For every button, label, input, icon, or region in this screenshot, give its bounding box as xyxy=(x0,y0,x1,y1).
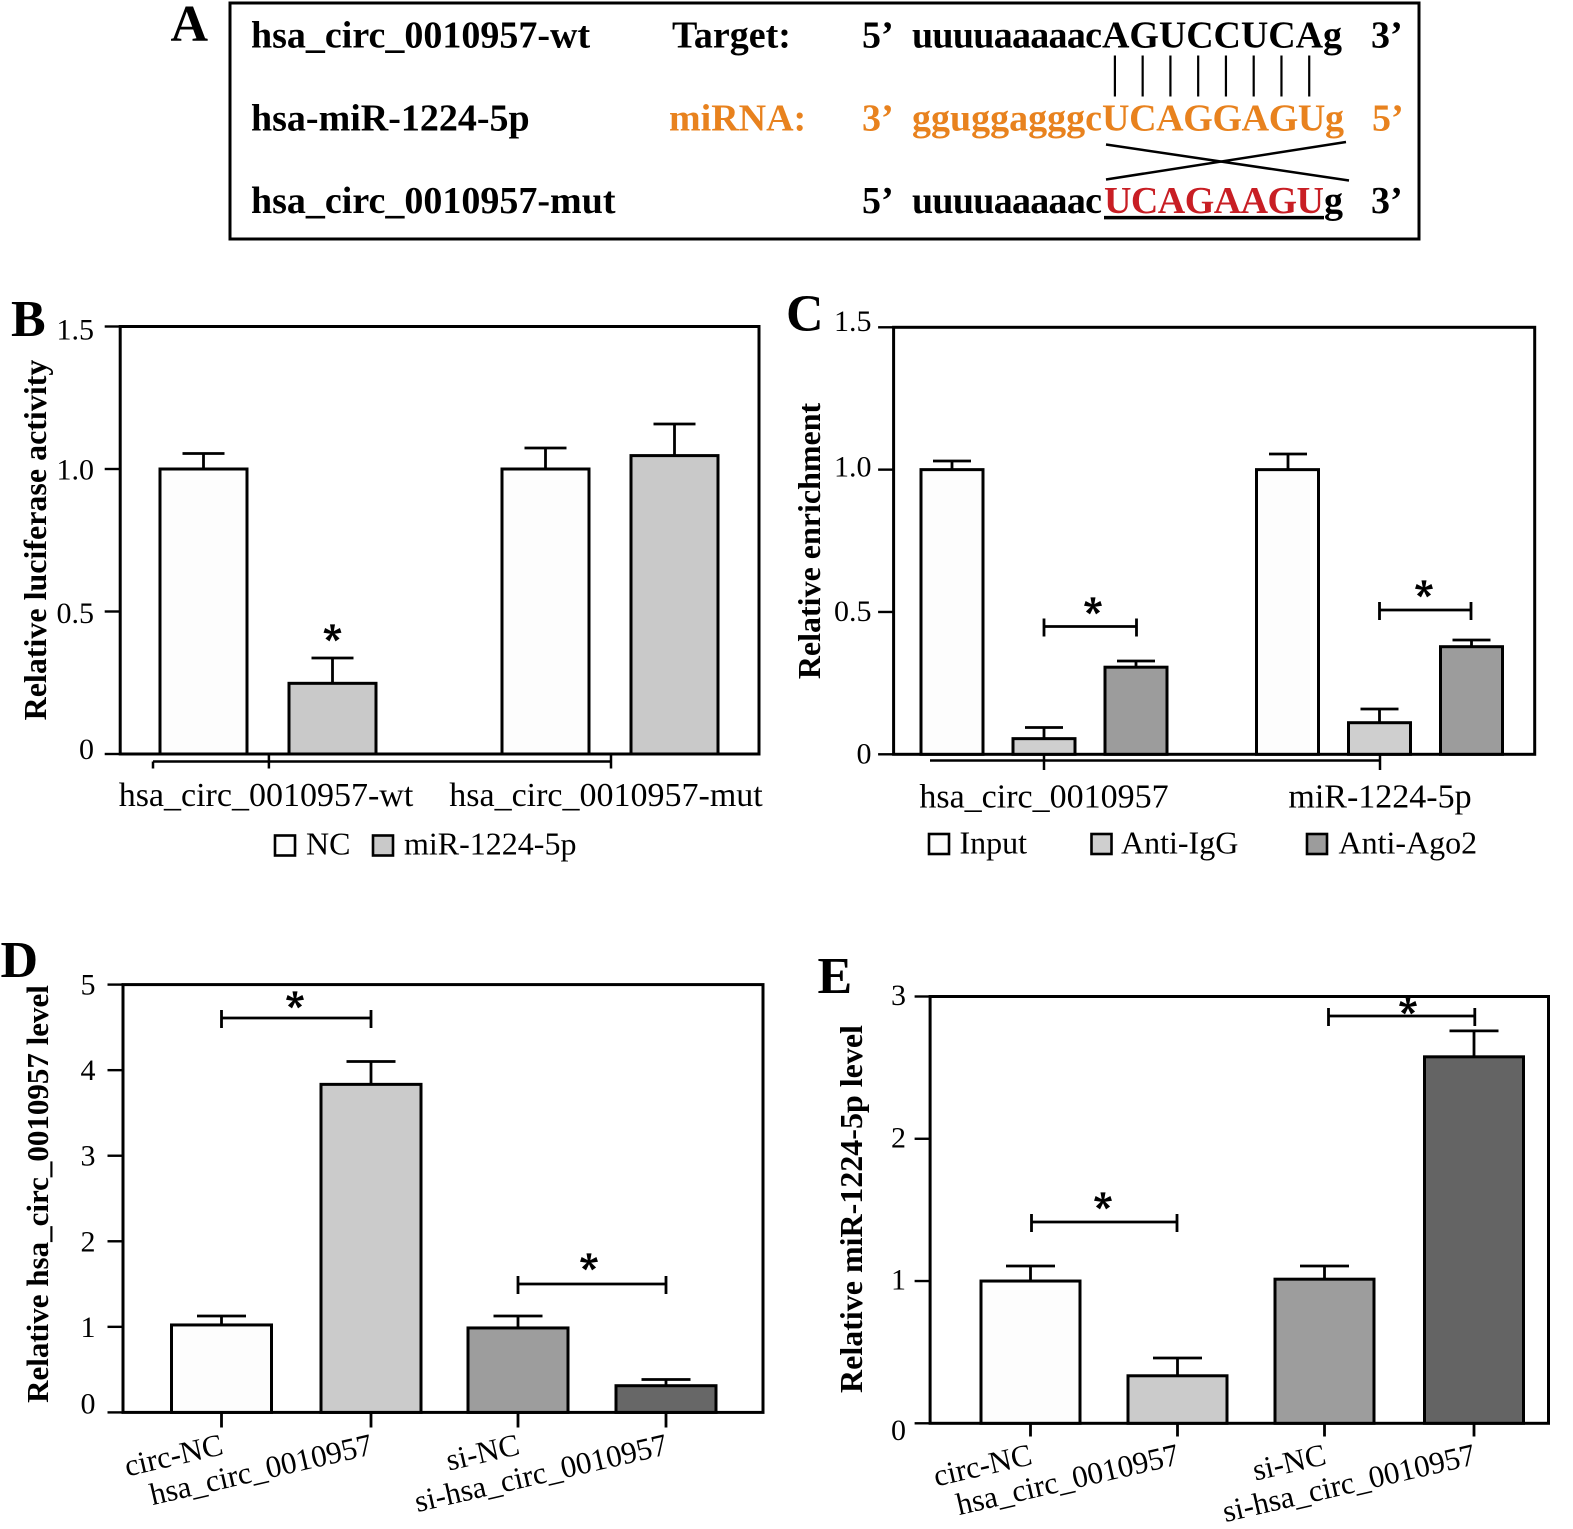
svg-text:Relative hsa_circ_0010957 leve: Relative hsa_circ_0010957 level xyxy=(20,985,55,1403)
svg-text:1: 1 xyxy=(891,1264,906,1297)
svg-text:5’: 5’ xyxy=(862,180,894,222)
svg-text:2: 2 xyxy=(81,1225,96,1258)
svg-text:B: B xyxy=(11,291,46,348)
svg-text:miRNA:: miRNA: xyxy=(669,98,806,140)
svg-text:hsa_circ_0010957-mut: hsa_circ_0010957-mut xyxy=(449,777,763,814)
svg-text:1: 1 xyxy=(81,1311,96,1344)
svg-text:1.0: 1.0 xyxy=(834,450,872,483)
svg-text:3: 3 xyxy=(891,979,906,1012)
svg-text:gguggagggc: gguggagggc xyxy=(912,98,1102,140)
svg-text:0: 0 xyxy=(857,737,872,770)
svg-text:Anti-IgG: Anti-IgG xyxy=(1121,825,1238,861)
svg-text:0.5: 0.5 xyxy=(834,595,872,628)
svg-text:hsa_circ_0010957: hsa_circ_0010957 xyxy=(919,779,1168,816)
svg-text:Relative miR-1224-5p level: Relative miR-1224-5p level xyxy=(833,1025,869,1393)
svg-text:NC: NC xyxy=(306,826,350,862)
svg-text:E: E xyxy=(818,948,853,1005)
svg-text:AGUCCUCAg: AGUCCUCAg xyxy=(1102,15,1342,57)
svg-text:miR-1224-5p: miR-1224-5p xyxy=(1288,779,1471,816)
svg-text:hsa_circ_0010957-wt: hsa_circ_0010957-wt xyxy=(251,15,590,57)
svg-text:0.5: 0.5 xyxy=(57,597,95,630)
svg-text:5’: 5’ xyxy=(1372,98,1404,140)
svg-text:1.0: 1.0 xyxy=(57,454,95,487)
svg-text:3: 3 xyxy=(81,1140,96,1173)
svg-text:3’: 3’ xyxy=(1371,180,1403,222)
svg-text:0: 0 xyxy=(891,1414,906,1447)
svg-text:Anti-Ago2: Anti-Ago2 xyxy=(1339,825,1478,861)
svg-text:g: g xyxy=(1324,180,1343,222)
svg-text:Relative enrichment: Relative enrichment xyxy=(791,402,827,679)
svg-text:5: 5 xyxy=(81,969,96,1002)
svg-text:1.5: 1.5 xyxy=(834,305,872,338)
svg-text:hsa_circ_0010957-wt: hsa_circ_0010957-wt xyxy=(119,777,414,814)
svg-text:2: 2 xyxy=(891,1121,906,1154)
svg-text:C: C xyxy=(786,286,824,343)
svg-text:D: D xyxy=(1,932,39,989)
svg-text:hsa_circ_0010957-mut: hsa_circ_0010957-mut xyxy=(251,180,616,222)
svg-text:1.5: 1.5 xyxy=(57,314,95,347)
svg-text:Input: Input xyxy=(960,825,1028,861)
svg-text:uuuuaaaaac: uuuuaaaaac xyxy=(912,15,1102,57)
svg-text:uuuuaaaaac: uuuuaaaaac xyxy=(912,180,1102,222)
svg-text:3’: 3’ xyxy=(1371,15,1403,57)
svg-text:Relative luciferase activity: Relative luciferase activity xyxy=(17,360,53,721)
svg-text:Target:: Target: xyxy=(672,15,791,57)
svg-text:5’: 5’ xyxy=(862,15,894,57)
svg-text:miR-1224-5p: miR-1224-5p xyxy=(404,826,576,862)
svg-text:UCAGGAGUg: UCAGGAGUg xyxy=(1102,98,1344,140)
svg-text:hsa-miR-1224-5p: hsa-miR-1224-5p xyxy=(251,98,530,140)
svg-text:3’: 3’ xyxy=(862,98,894,140)
svg-text:0: 0 xyxy=(79,733,94,766)
svg-text:UCAGAAGU: UCAGAAGU xyxy=(1104,180,1324,222)
svg-text:0: 0 xyxy=(81,1387,96,1420)
svg-text:A: A xyxy=(171,0,209,53)
svg-text:4: 4 xyxy=(81,1054,96,1087)
